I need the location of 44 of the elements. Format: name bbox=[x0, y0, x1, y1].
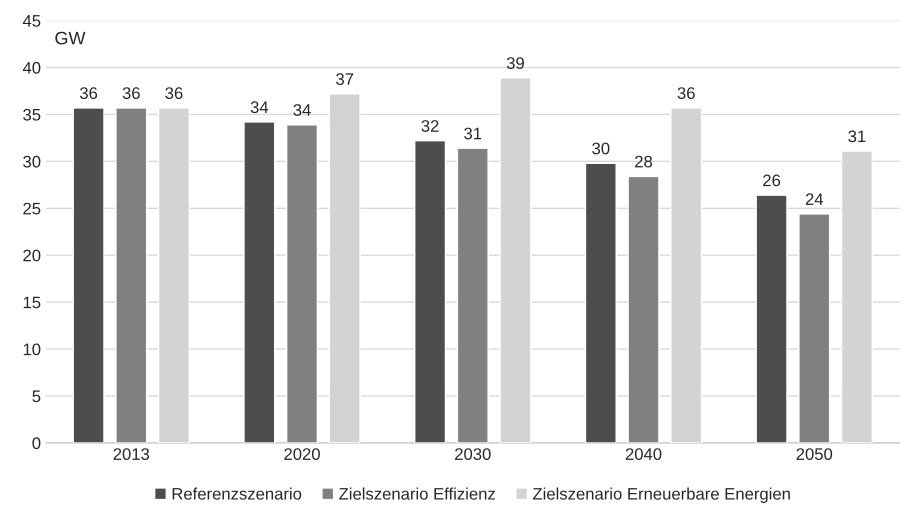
y-tick-label: 5 bbox=[32, 390, 40, 402]
data-label: 34 bbox=[293, 104, 311, 116]
data-label: 36 bbox=[165, 87, 182, 100]
y-tick-label: 10 bbox=[24, 343, 40, 356]
y-tick-label: 30 bbox=[23, 156, 40, 168]
data-label: 28 bbox=[635, 156, 652, 168]
bar bbox=[286, 124, 318, 443]
data-label: 32 bbox=[421, 120, 439, 132]
data-label: 37 bbox=[336, 73, 354, 85]
bar bbox=[798, 213, 830, 443]
bar bbox=[414, 140, 446, 443]
bar bbox=[756, 194, 788, 443]
y-tick-label: 0 bbox=[32, 437, 40, 450]
y-tick-label: 15 bbox=[24, 296, 40, 308]
bar bbox=[584, 162, 617, 443]
x-tick-label: 2050 bbox=[796, 448, 832, 460]
data-label: 30 bbox=[592, 142, 610, 154]
x-tick-label: 2013 bbox=[114, 448, 150, 460]
legend-label: Zielszenario Effizienz bbox=[339, 487, 495, 500]
data-label: 36 bbox=[122, 87, 140, 100]
bar bbox=[115, 107, 148, 443]
x-tick-label: 2020 bbox=[284, 448, 320, 460]
legend-label: Zielszenario Erneuerbare Energien bbox=[532, 487, 790, 503]
data-label: 31 bbox=[848, 130, 866, 142]
legend-label: Referenzszenario bbox=[172, 487, 302, 500]
y-tick-label: 45 bbox=[22, 15, 40, 27]
y-tick-label: 20 bbox=[23, 250, 40, 262]
data-label: 36 bbox=[80, 87, 98, 100]
data-label: 36 bbox=[678, 87, 695, 100]
x-tick-label: 2040 bbox=[626, 448, 662, 460]
bar bbox=[456, 148, 489, 443]
data-label: 26 bbox=[763, 174, 780, 186]
y-tick-label: 35 bbox=[23, 108, 40, 121]
bar bbox=[243, 121, 276, 443]
bar bbox=[627, 176, 660, 443]
x-tick-label: 2030 bbox=[455, 448, 491, 460]
y-tick-label: 25 bbox=[23, 202, 40, 214]
data-label: 24 bbox=[806, 193, 824, 205]
data-label: 31 bbox=[464, 128, 482, 140]
y-axis-title: GW bbox=[55, 32, 86, 44]
y-tick-label: 40 bbox=[22, 62, 40, 74]
data-label: 39 bbox=[506, 57, 524, 69]
data-label: 34 bbox=[250, 101, 268, 114]
bar bbox=[72, 107, 105, 443]
